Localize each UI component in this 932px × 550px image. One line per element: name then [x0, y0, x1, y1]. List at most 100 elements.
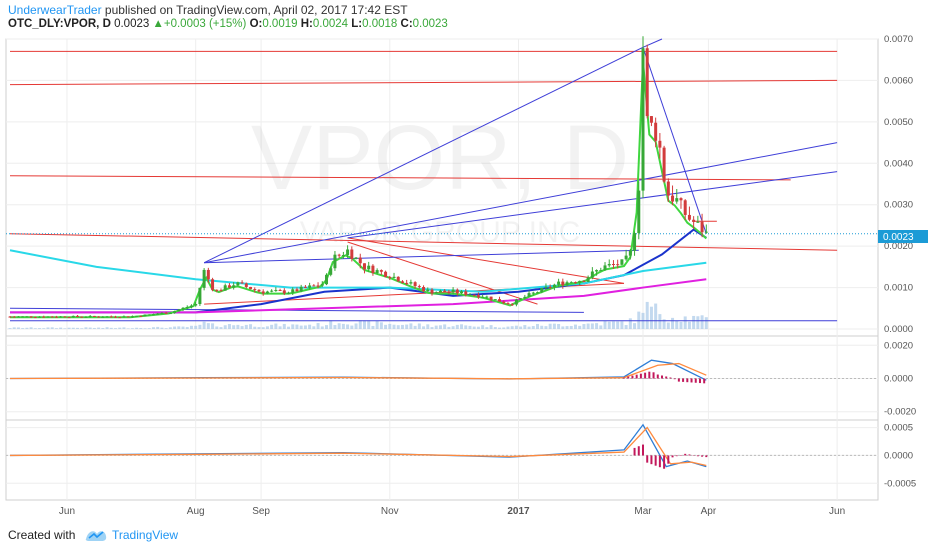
volume-bar	[422, 326, 426, 329]
candle-body	[468, 294, 472, 296]
volume-bar	[354, 323, 358, 329]
volume-bar	[468, 325, 472, 329]
candle-body	[586, 277, 590, 282]
volume-bar	[38, 328, 42, 329]
volume-bar	[29, 327, 33, 329]
volume-bar	[295, 324, 299, 329]
candle-body	[50, 316, 54, 318]
candle-body	[582, 280, 586, 282]
volume-bar	[371, 325, 375, 329]
candle-body	[151, 314, 155, 316]
volume-bar	[514, 325, 518, 329]
candle-body	[202, 269, 206, 288]
candle-body	[147, 314, 151, 316]
candle-body	[143, 314, 147, 317]
x-tick-label: Sep	[252, 506, 270, 517]
volume-bar	[603, 321, 607, 329]
candle-body	[97, 316, 101, 318]
volume-bar	[502, 327, 506, 329]
candle-body	[299, 286, 303, 292]
price-chart[interactable]: VPOR, D VAPOR GROUP INC 0.00000.00100.00…	[0, 34, 932, 520]
volume-bar	[257, 327, 261, 329]
volume-bar	[337, 323, 341, 329]
high-label: H:	[300, 18, 313, 30]
volume-bar	[405, 324, 409, 329]
volume-bar	[375, 320, 379, 329]
candle-body	[54, 316, 58, 318]
ma-blue-line	[10, 228, 707, 314]
volume-bar	[578, 325, 582, 329]
candle-body	[362, 263, 366, 270]
candle-body	[443, 290, 447, 292]
candle-body	[489, 296, 493, 300]
candle-body	[536, 292, 539, 294]
candle-body	[265, 291, 269, 294]
volume-bar	[620, 321, 624, 329]
volume-bar	[548, 323, 552, 329]
candle-body	[573, 282, 577, 284]
volume-bar	[97, 327, 101, 329]
candle-body	[295, 289, 299, 292]
candle-body	[481, 296, 485, 298]
volume-bar	[489, 325, 493, 329]
volume-bar	[71, 327, 75, 329]
candle-body	[379, 270, 383, 272]
candle-body	[506, 303, 510, 305]
candle-body	[308, 285, 312, 288]
author-link[interactable]: UnderwearTrader	[8, 3, 102, 17]
candle-body	[493, 299, 497, 301]
volume-bar	[261, 327, 265, 329]
candle-body	[244, 283, 248, 287]
candle-body	[422, 286, 426, 292]
volume-bar	[253, 326, 257, 329]
candle-body	[519, 298, 523, 300]
volume-bar	[232, 325, 236, 329]
volume-bar	[308, 324, 312, 329]
macd-signal-line	[9, 362, 707, 380]
trendline-blue	[642, 38, 663, 48]
candle-body	[206, 269, 210, 280]
volume-bar	[219, 327, 223, 329]
volume-bar	[278, 326, 282, 329]
candle-body	[71, 315, 75, 318]
created-with-label: Created with	[8, 528, 76, 542]
tradingview-brand[interactable]: TradingView	[112, 528, 179, 542]
volume-bar	[417, 323, 421, 329]
y-tick-label: 0.0000	[884, 450, 913, 461]
candle-body	[527, 293, 531, 297]
candle-body	[33, 317, 37, 319]
ma-green-line	[10, 61, 707, 319]
candle-body	[257, 289, 261, 292]
candle-body	[460, 291, 464, 294]
volume-bar	[249, 324, 253, 329]
candle-body	[641, 48, 645, 191]
symbol-label: OTC_DLY:VPOR, D	[8, 18, 111, 30]
trendline-red	[9, 233, 838, 251]
volume-bar	[168, 327, 172, 329]
candle-body	[666, 181, 670, 196]
volume-bar	[696, 316, 700, 329]
trendline-blue	[642, 47, 707, 234]
volume-bar	[633, 323, 637, 329]
candle-body	[396, 276, 400, 282]
tradingview-logo-icon	[85, 531, 107, 541]
candle-body	[25, 316, 29, 318]
volume-bar	[413, 325, 417, 329]
candle-body	[649, 116, 653, 123]
volume-bar	[80, 328, 84, 329]
volume-bar	[434, 325, 438, 329]
volume-bar	[679, 321, 683, 329]
volume-bar	[8, 328, 12, 329]
volume-bar	[114, 328, 117, 329]
candle-body	[628, 250, 632, 256]
volume-bar	[151, 327, 155, 329]
candle-body	[194, 304, 198, 306]
candle-body	[388, 276, 392, 279]
candle-body	[88, 315, 92, 317]
candle-body	[29, 316, 33, 318]
candle-body	[413, 282, 417, 287]
volume-bar	[392, 324, 396, 329]
volume-bar	[88, 327, 92, 329]
volume-bar	[164, 328, 168, 329]
volume-bar	[384, 324, 388, 329]
